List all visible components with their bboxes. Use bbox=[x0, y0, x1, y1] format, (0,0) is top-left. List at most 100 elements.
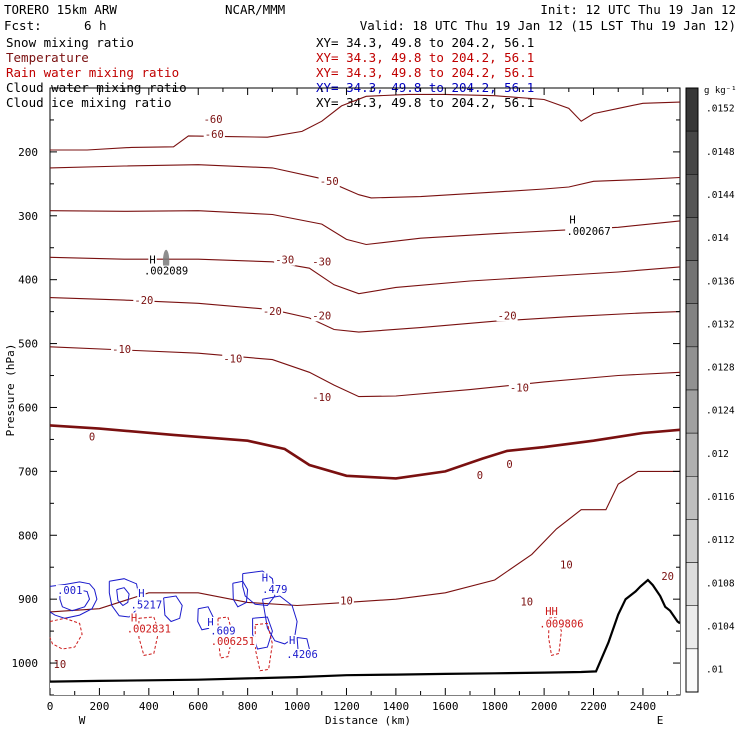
contour-label-bg bbox=[287, 634, 297, 646]
contour-label-bg bbox=[125, 623, 173, 635]
field-label: Snow mixing ratio bbox=[6, 35, 134, 50]
shading-colorbar: .0152 .0148 .0144 .014 .0136 .0132 .0128 .0124.… bbox=[685, 87, 735, 693]
contour-label: -60 bbox=[204, 114, 223, 126]
x-tick-label: 2000 bbox=[531, 700, 558, 713]
contour-label-bg bbox=[111, 344, 133, 356]
contour-label-bg bbox=[558, 559, 574, 571]
field-xy: XY= 34.3, 49.8 to 204.2, 56.1 bbox=[316, 35, 534, 50]
colorbar-label: .0144 bbox=[706, 190, 735, 201]
colorbar-segment bbox=[685, 130, 699, 175]
contour-label-bg bbox=[505, 459, 514, 471]
contour-label-bg bbox=[260, 572, 270, 584]
init-label: Init: 12 UTC Thu 19 Jan 12 bbox=[540, 2, 736, 17]
cloud-water-contour bbox=[49, 581, 98, 619]
contour-label: -20 bbox=[134, 295, 153, 307]
contour-label: 10 bbox=[340, 595, 353, 607]
contour-label-bg bbox=[87, 431, 97, 443]
colorbar-segment bbox=[685, 87, 699, 132]
valid-label: Valid: 18 UTC Thu 19 Jan 12 (15 LST Thu … bbox=[360, 18, 736, 33]
center-label: NCAR/MMM bbox=[225, 2, 285, 17]
contour-label: -10 bbox=[510, 383, 529, 395]
field-legend: Snow mixing ratio XY= 34.3, 49.8 to 204.… bbox=[6, 35, 534, 110]
isotherm-line bbox=[49, 297, 681, 333]
contour-label: .009806 bbox=[539, 618, 583, 630]
contour-label-bg bbox=[129, 612, 139, 624]
contour-label-bg bbox=[568, 214, 577, 226]
y-tick-label: 900 bbox=[18, 593, 38, 606]
contour-label-bg bbox=[137, 588, 146, 600]
contour-label-bg bbox=[202, 114, 224, 126]
colorbar-label: .01 bbox=[706, 665, 723, 676]
contour-label: -50 bbox=[320, 176, 339, 188]
colorbar-label: .0104 bbox=[706, 621, 735, 632]
contour-label: H bbox=[289, 635, 295, 647]
contour-label-bg bbox=[311, 392, 333, 404]
colorbar-segment bbox=[685, 217, 699, 261]
contour-label: H bbox=[149, 255, 155, 267]
contour-label-bg bbox=[538, 618, 585, 630]
colorbar-segment bbox=[685, 174, 699, 218]
colorbar-label: .0128 bbox=[706, 363, 735, 374]
x-axis-ticks: 0 200 400 600 800 1000 1200 1400 1600 1800 2000 220… bbox=[47, 88, 669, 713]
contour-label: 10 bbox=[54, 659, 67, 671]
terrain-fill bbox=[50, 580, 680, 695]
colorbar-segment bbox=[685, 303, 699, 348]
contour-label: -20 bbox=[312, 310, 331, 322]
contour-label-bg bbox=[544, 606, 559, 618]
colorbar-segment bbox=[685, 562, 699, 606]
isotherm-line bbox=[49, 164, 681, 199]
contour-label: -10 bbox=[312, 392, 331, 404]
contour-labels: -60 -60 -50 -30 -30 -20 -20 -20 -20 -10 -10 -10 -10 0… bbox=[52, 114, 676, 671]
colorbar-unit: g kg⁻¹ bbox=[704, 86, 737, 96]
contour-label: .006251 bbox=[211, 636, 255, 648]
contour-label: 0 bbox=[477, 470, 483, 482]
colorbar-label: .0112 bbox=[706, 535, 735, 546]
colorbar-frame bbox=[685, 87, 699, 693]
x-tick-label: 0 bbox=[47, 700, 54, 713]
contour-label: -10 bbox=[223, 354, 242, 366]
contour-label-bg bbox=[52, 659, 68, 671]
contour-label: H bbox=[138, 588, 144, 600]
contour-label-bg bbox=[261, 583, 289, 595]
y-tick-label: 200 bbox=[18, 146, 38, 159]
field-xy: XY= 34.3, 49.8 to 204.2, 56.1 bbox=[316, 50, 534, 65]
colorbar-segment bbox=[685, 648, 699, 693]
terrain-line bbox=[49, 578, 681, 683]
contour-label-bg bbox=[274, 254, 296, 266]
contour-label-bg bbox=[129, 599, 164, 611]
colorbar-segment bbox=[685, 519, 699, 563]
contour-label-bg bbox=[565, 225, 612, 237]
contour-label-bg bbox=[311, 310, 333, 322]
x-axis-label: Distance (km) bbox=[325, 714, 411, 727]
rain-water-contour bbox=[138, 616, 160, 656]
contour-label: HH bbox=[545, 606, 558, 618]
contour-label-bg bbox=[496, 310, 518, 322]
field-label: Temperature bbox=[6, 50, 89, 65]
isotherm-line bbox=[50, 93, 681, 151]
cloud-water-contour bbox=[252, 616, 273, 650]
x-tick-label: 1400 bbox=[383, 700, 410, 713]
terrain-profile bbox=[49, 578, 681, 695]
y-tick-label: 1000 bbox=[12, 657, 39, 670]
contour-label: .002831 bbox=[127, 623, 171, 635]
colorbar-label: .0136 bbox=[706, 276, 735, 287]
contour-label-bg bbox=[209, 625, 237, 637]
x-tick-label: 600 bbox=[188, 700, 208, 713]
contour-label-bg bbox=[222, 353, 244, 365]
x-tick-label: 1800 bbox=[481, 700, 508, 713]
field-label: Rain water mixing ratio bbox=[6, 65, 179, 80]
field-xy: XY= 34.3, 49.8 to 204.2, 56.1 bbox=[316, 95, 534, 110]
isotherm-line bbox=[49, 470, 680, 613]
y-tick-label: 300 bbox=[18, 210, 38, 223]
rain-water-contour bbox=[217, 616, 234, 659]
contour-label-bg bbox=[508, 382, 531, 394]
contour-label-bg bbox=[318, 176, 340, 188]
isotherm-line bbox=[49, 346, 681, 398]
isotherm-line bbox=[49, 424, 681, 480]
x-tick-label: 1000 bbox=[284, 700, 311, 713]
colorbar-label: .0116 bbox=[706, 492, 735, 503]
y-tick-label: 500 bbox=[18, 338, 38, 351]
colorbar-label: .0148 bbox=[706, 147, 735, 158]
y-tick-label: 700 bbox=[18, 465, 38, 478]
colorbar-segment bbox=[685, 346, 699, 391]
